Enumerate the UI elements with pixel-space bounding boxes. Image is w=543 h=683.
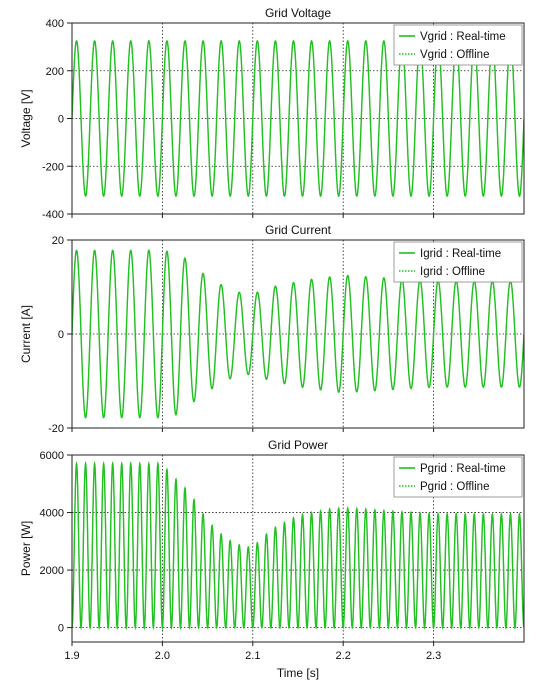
chart-panel-3: 0 2000 4000 6000 1.9 2.0 2.1 2.2 2.3 Grid Power Po…	[19, 438, 525, 662]
legend-box	[393, 456, 523, 498]
y-tick-label: -400	[42, 209, 64, 221]
y-axis-label: Power [W]	[19, 521, 33, 576]
chart-title: Grid Current	[265, 223, 332, 237]
series-line	[72, 40, 524, 197]
legend-label: Igrid : Offline	[420, 266, 485, 278]
y-axis-label: Current [A]	[19, 305, 33, 363]
y-tick-label: 4000	[40, 508, 64, 520]
y-tick-label: 0	[58, 114, 64, 126]
x-axis-label: Time [s]	[277, 666, 319, 680]
y-tick-label: 200	[46, 66, 64, 78]
legend-label: Igrid : Real-time	[420, 248, 501, 260]
chart-title: Grid Voltage	[265, 6, 331, 20]
x-tick-label: 2.3	[426, 650, 441, 662]
y-tick-label: 400	[46, 18, 64, 30]
y-tick-label: -200	[42, 161, 64, 173]
legend-label: Pgrid : Offline	[420, 481, 489, 493]
series-line	[72, 249, 524, 419]
legend: Pgrid : Real-time Pgrid : Offline	[393, 456, 523, 498]
y-tick-label: 0	[58, 329, 64, 341]
plot-frame	[71, 454, 525, 643]
legend-label: Pgrid : Real-time	[420, 463, 506, 475]
y-tick-label: 0	[58, 623, 64, 635]
chart-panel-1: -400 -200 0 200 400 Grid Voltage Voltage [V] Vg…	[19, 6, 525, 221]
y-tick-label: -20	[48, 423, 64, 435]
chart-title: Grid Power	[268, 438, 328, 452]
y-tick-label: 20	[52, 235, 64, 247]
legend: Igrid : Real-time Igrid : Offline	[393, 241, 523, 283]
x-tick-label: 2.0	[155, 650, 170, 662]
x-tick-label: 2.2	[336, 650, 351, 662]
legend: Vgrid : Real-time Vgrid : Offline	[393, 24, 523, 66]
x-tick-label: 1.9	[64, 650, 79, 662]
y-tick-label: 6000	[40, 450, 64, 462]
y-tick-label: 2000	[40, 565, 64, 577]
legend-box	[393, 24, 523, 66]
legend-label: Vgrid : Offline	[420, 49, 489, 61]
legend-box	[393, 241, 523, 283]
x-tick-label: 2.1	[245, 650, 260, 662]
legend-label: Vgrid : Real-time	[420, 31, 506, 43]
y-axis-label: Voltage [V]	[19, 89, 33, 147]
series-line	[72, 461, 524, 631]
chart-panel-2: -20 0 20 Grid Current Current [A] Igrid : Rea…	[19, 223, 525, 435]
